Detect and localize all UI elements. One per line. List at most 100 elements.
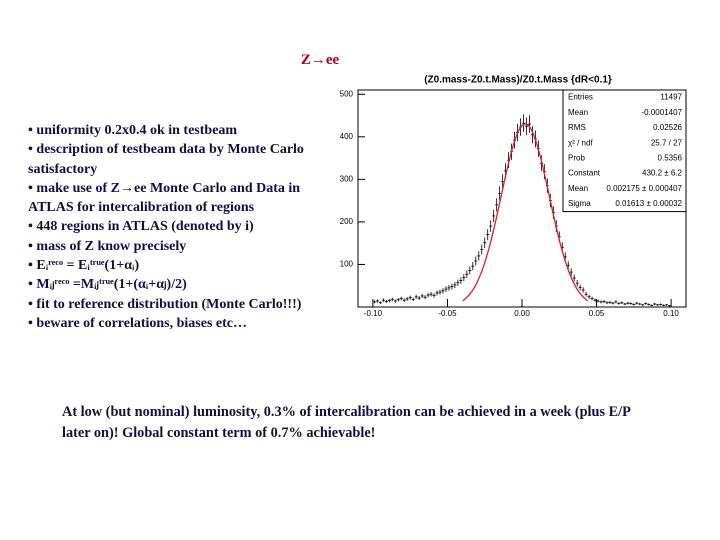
conclusion: At low (but nominal) luminosity, 0.3% of…: [62, 404, 631, 441]
histogram-point: [471, 261, 475, 271]
stats-value: -0.0001407: [642, 108, 683, 117]
bullet: • mass of Z know precisely: [28, 238, 187, 254]
histogram-point: [483, 237, 487, 248]
histogram-point: [477, 251, 481, 261]
histogram-point: [590, 296, 594, 301]
histogram-point: [596, 299, 600, 303]
histogram-point: [453, 281, 457, 288]
histogram-point: [432, 293, 436, 298]
histogram-point: [623, 302, 627, 306]
histogram-point: [629, 302, 633, 305]
histogram-point: [492, 209, 496, 223]
histogram-point: [450, 283, 454, 290]
histogram-point: [572, 274, 576, 282]
histogram-point: [495, 198, 499, 212]
histogram-point: [429, 291, 433, 297]
histogram-point: [447, 284, 451, 291]
histogram-point: [632, 303, 636, 306]
histogram-point: [665, 303, 669, 306]
histogram-point: [384, 299, 388, 304]
bullet: • description of testbeam data by Monte …: [28, 142, 304, 177]
histogram-point: [662, 304, 666, 307]
histogram-point: [372, 300, 376, 304]
stats-value: 25.7 / 27: [651, 138, 683, 147]
histogram-point: [614, 300, 618, 304]
histogram-point: [438, 289, 442, 295]
histogram-point: [527, 115, 531, 133]
histogram-point: [620, 301, 624, 305]
histogram-point: [575, 279, 579, 287]
histogram-point: [611, 301, 615, 305]
histogram-point: [626, 301, 630, 305]
histogram-point: [650, 304, 654, 307]
histogram-point: [635, 301, 639, 305]
histogram-point: [584, 291, 588, 297]
histogram-point: [426, 292, 430, 298]
histogram-point: [653, 302, 657, 306]
histogram-point: [480, 244, 484, 255]
histogram-point: [468, 266, 472, 275]
histogram-point: [578, 284, 582, 291]
bullet: • Eᵢʳᵉᶜᵒ = Eᵢᵗʳᵘᵉ(1+αᵢ): [28, 258, 140, 274]
y-tick-label: 200: [340, 217, 354, 226]
histogram-point: [399, 296, 403, 301]
bullet: • fit to reference distribution (Monte C…: [28, 296, 302, 312]
stats-value: 0.01613 ± 0.00032: [615, 199, 682, 208]
histogram-point: [414, 294, 418, 299]
bullet-list: • uniformity 0.2x0.4 ok in testbeam • des…: [28, 121, 328, 333]
bullet: • beware of correlations, biases etc…: [28, 315, 248, 331]
y-tick-label: 300: [340, 174, 354, 183]
histogram-point: [605, 301, 609, 305]
histogram-point: [405, 297, 409, 301]
histogram-point: [387, 298, 391, 303]
histogram-point: [441, 288, 445, 294]
stats-value: 0.002175 ± 0.000407: [606, 184, 682, 193]
stats-label: RMS: [568, 123, 586, 132]
histogram-point: [641, 303, 645, 306]
histogram-point: [435, 290, 439, 296]
y-tick-label: 400: [340, 132, 354, 141]
x-tick-label: 0.00: [514, 309, 530, 318]
histogram-point: [498, 186, 502, 201]
histogram-point: [587, 294, 591, 299]
stats-value: 0.5356: [658, 154, 683, 163]
stats-label: Mean: [568, 108, 588, 117]
bullet: • 448 regions in ATLAS (denoted by i): [28, 219, 254, 235]
x-tick-label: -0.05: [438, 309, 457, 318]
histogram-point: [417, 296, 421, 301]
histogram-point: [659, 303, 663, 306]
slide-title: Z→ee: [300, 52, 340, 68]
histogram-point: [599, 300, 603, 304]
histogram-point: [423, 295, 427, 300]
histogram-point: [375, 299, 379, 303]
histogram-point: [465, 270, 469, 278]
histogram-point: [524, 117, 528, 135]
histogram-point: [456, 279, 460, 286]
bullet: • make use of Z→ee Monte Carlo and Data …: [28, 180, 301, 216]
histogram-point: [489, 220, 493, 233]
stats-label: χ² / ndf: [568, 138, 593, 147]
y-tick-label: 500: [340, 89, 354, 98]
histogram-point: [668, 304, 672, 307]
histogram-point: [638, 302, 642, 306]
histogram-point: [593, 298, 597, 302]
stats-value: 11497: [660, 93, 682, 102]
histogram-point: [393, 299, 397, 303]
histogram-point: [390, 297, 394, 302]
bullet: • Mᵢⱼʳᵉᶜᵒ =Mᵢⱼᵗʳᵘᵉ(1+(αᵢ+αⱼ)/2): [28, 277, 187, 293]
stats-label: Sigma: [568, 199, 591, 208]
x-tick-label: 0.10: [663, 309, 679, 318]
fit-curve: [462, 123, 589, 302]
histogram-point: [474, 256, 478, 266]
histogram-point: [396, 298, 400, 302]
histogram-point: [617, 302, 621, 305]
histogram-point: [408, 295, 412, 300]
x-tick-label: 0.05: [589, 309, 605, 318]
histogram-point: [378, 301, 382, 305]
histogram-point: [644, 302, 648, 305]
histogram-point: [459, 277, 463, 284]
bullet: • uniformity 0.2x0.4 ok in testbeam: [28, 123, 238, 138]
chart-title: (Z0.mass-Z0.t.Mass)/Z0.t.Mass {dR<0.1}: [424, 75, 612, 86]
histogram-point: [402, 298, 406, 302]
